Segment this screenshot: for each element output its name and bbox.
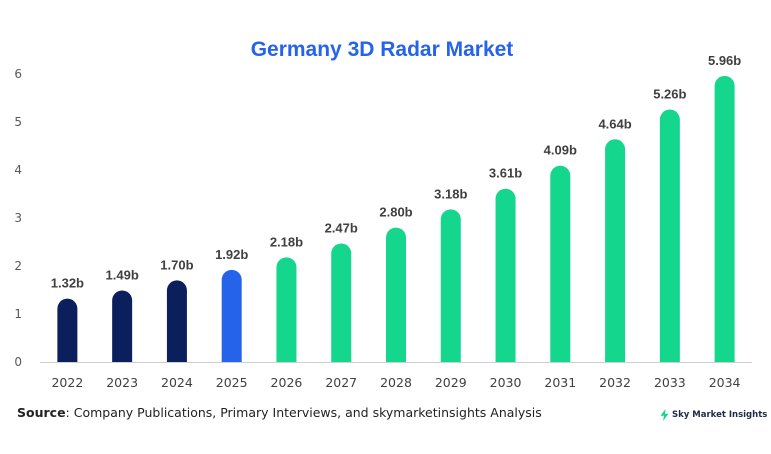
data-label-2033: 5.26b <box>653 87 686 102</box>
x-tick-label: 2034 <box>709 375 741 390</box>
chart-title: Germany 3D Radar Market <box>251 38 514 61</box>
bar-2024 <box>166 280 187 362</box>
y-tick-label: 2 <box>14 259 22 273</box>
bar-2028 <box>386 227 406 362</box>
data-label-2026: 2.18b <box>270 234 303 249</box>
y-tick-label: 0 <box>14 355 22 369</box>
x-tick-label: 2024 <box>161 375 193 390</box>
bar-2034 <box>714 75 735 363</box>
bars <box>57 75 735 363</box>
y-axis: 0 1 2 3 4 5 6 <box>14 67 22 369</box>
y-tick-label: 6 <box>14 67 22 81</box>
bar-2033 <box>659 109 680 363</box>
bar-2023 <box>112 290 133 362</box>
data-label-2030: 3.61b <box>489 166 522 181</box>
bar-2027 <box>331 243 352 362</box>
x-tick-label: 2031 <box>544 375 576 390</box>
x-tick-label: 2022 <box>51 375 83 390</box>
bar-2029 <box>440 209 461 362</box>
x-tick-label: 2028 <box>380 375 412 390</box>
bar-2032 <box>605 139 626 362</box>
y-tick-label: 3 <box>14 211 22 225</box>
data-label-2022: 1.32b <box>51 276 84 291</box>
data-label-2029: 3.18b <box>434 186 467 201</box>
x-tick-label: 2029 <box>435 375 467 390</box>
bar-2022 <box>57 298 78 362</box>
source-note: Source: Company Publications, Primary In… <box>17 405 542 420</box>
data-label-2024: 1.70b <box>160 257 193 272</box>
y-tick-label: 4 <box>14 163 22 177</box>
x-tick-label: 2027 <box>325 375 357 390</box>
data-label-2034: 5.96b <box>708 53 741 68</box>
y-tick-label: 5 <box>14 115 22 129</box>
data-label-2025: 1.92b <box>215 247 248 262</box>
brand-name: Sky Market Insights <box>672 410 768 420</box>
data-label-2028: 2.80b <box>379 205 412 220</box>
data-label-2027: 2.47b <box>325 220 358 235</box>
x-tick-label: 2023 <box>106 375 138 390</box>
source-label: Source <box>17 405 66 420</box>
bar-2030 <box>495 188 516 362</box>
data-label-2023: 1.49b <box>106 267 139 282</box>
data-label-2031: 4.09b <box>544 143 577 158</box>
bar-2031 <box>550 165 571 362</box>
x-tick-label: 2025 <box>216 375 248 390</box>
source-text: : Company Publications, Primary Intervie… <box>65 405 542 420</box>
y-tick-label: 1 <box>14 307 22 321</box>
bar-2026 <box>276 257 297 362</box>
x-axis: 2022 2023 2024 2025 2026 2027 2028 2029 2030 2031… <box>40 362 752 390</box>
data-labels: 1.32b 1.49b 1.70b 1.92b 2.18b 2.47b 2.80b 3.18b… <box>51 53 742 291</box>
data-label-2032: 4.64b <box>598 116 631 131</box>
brand-logo: Sky Market Insights <box>660 409 767 421</box>
lightning-bolt-icon <box>660 409 669 421</box>
x-tick-label: 2032 <box>599 375 631 390</box>
x-tick-label: 2033 <box>654 375 686 390</box>
x-tick-label: 2026 <box>271 375 303 390</box>
bar-2025 <box>221 269 242 362</box>
x-tick-label: 2030 <box>490 375 522 390</box>
